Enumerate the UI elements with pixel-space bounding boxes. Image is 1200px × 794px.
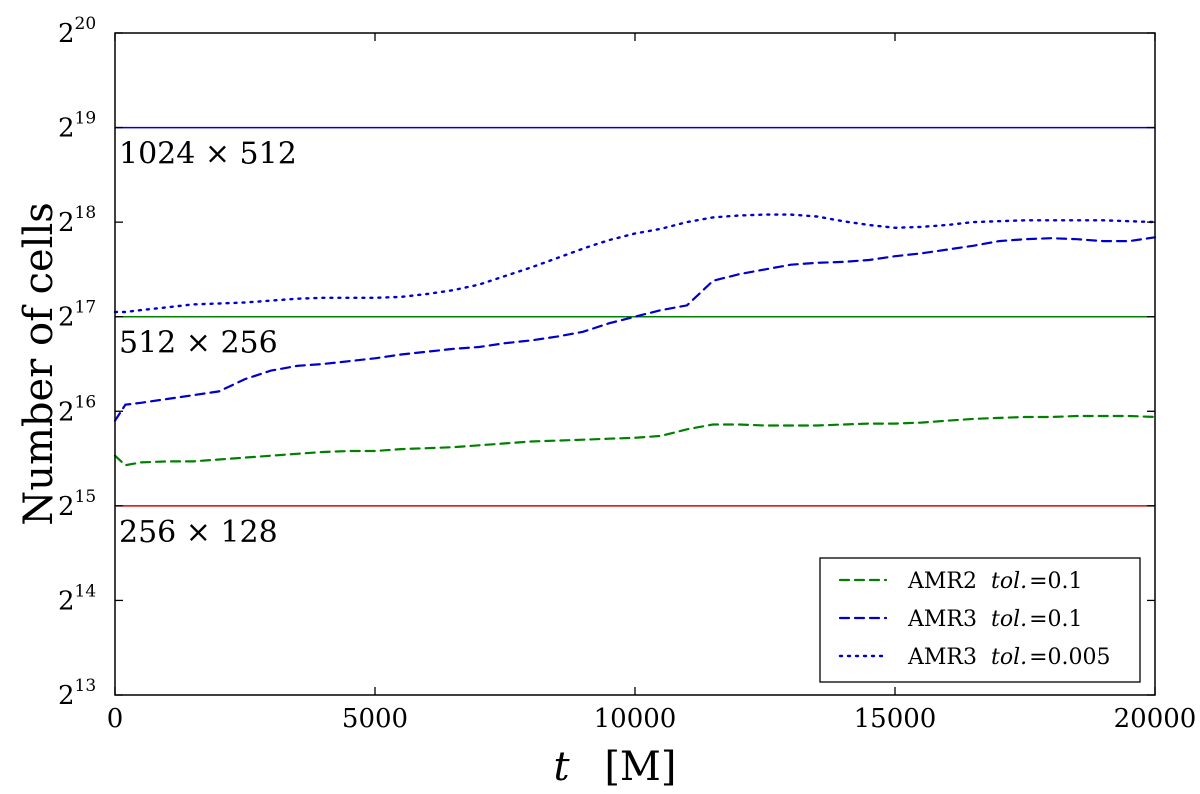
x-tick-label: 10000 [594,704,677,734]
x-tick-label: 15000 [854,704,937,734]
reference-line-label-1: 512 × 256 [119,326,278,361]
series-line-1 [113,236,1157,422]
axis-ticks: 0 5000 10000 15000 20000 213 214 215 216 217 218 21… [58,14,1196,734]
x-tick-label: 5000 [342,704,408,734]
legend: AMR2 tol.=0.1 AMR3 tol.=0.1 AMR3 tol.=0.005 [819,557,1141,683]
data-series [113,213,1157,467]
x-axis-label: t [M] [554,744,677,790]
y-tick-label: 220 [58,14,96,49]
y-tick-label: 214 [58,581,96,616]
y-tick-label: 218 [58,203,96,238]
x-tick-label: 20000 [1114,704,1197,734]
series-line-0 [113,414,1157,467]
reference-lines [115,126,1155,507]
y-axis-label: Number of cells [16,202,62,526]
legend-box [819,557,1141,683]
series-line-2 [113,213,1157,314]
x-axis-variable: t [554,744,571,790]
reference-line-label-0: 1024 × 512 [119,137,297,172]
legend-entry-2: AMR3 tol.=0.005 [907,645,1111,670]
x-axis-unit: [M] [604,744,676,790]
reference-line-label-2: 256 × 128 [119,515,278,550]
x-tick-label: 0 [107,704,124,734]
legend-entry-1: AMR3 tol.=0.1 [907,607,1083,632]
y-tick-label: 215 [58,487,96,522]
reference-labels: 1024 × 512 512 × 256 256 × 128 [119,137,297,550]
y-tick-label: 219 [58,109,96,144]
legend-entry-0: AMR2 tol.=0.1 [907,569,1083,594]
y-tick-label: 216 [58,392,96,427]
y-tick-label: 217 [58,298,96,333]
y-tick-label: 213 [58,676,96,711]
